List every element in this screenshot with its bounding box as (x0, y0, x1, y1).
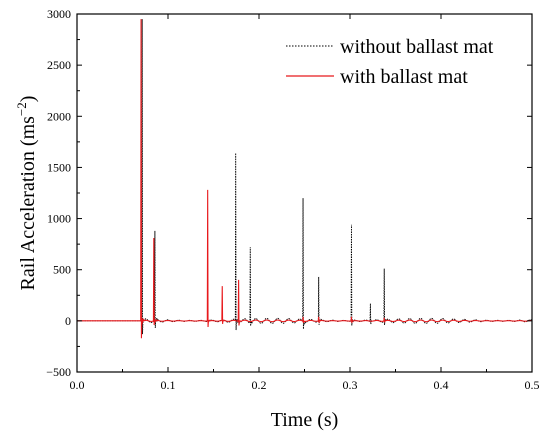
x-tick-label: 0.0 (70, 378, 85, 392)
x-tick-label: 0.1 (161, 378, 176, 392)
legend: without ballast mat with ballast mat (286, 36, 494, 88)
y-tick-label: 500 (53, 263, 71, 277)
y-tick-label: 1000 (47, 212, 71, 226)
series-line-without-ballast-mat (77, 19, 532, 335)
y-tick-label: 3000 (47, 7, 71, 21)
y-axis-title-close: ) (17, 96, 39, 103)
series-line-with-ballast-mat (77, 19, 532, 339)
legend-label-without-ballast-mat: without ballast mat (340, 36, 494, 58)
legend-label-with-ballast-mat: with ballast mat (340, 66, 468, 88)
y-tick-label: 2500 (47, 58, 71, 72)
y-axis-title-main: Rail Acceleration (ms (17, 116, 39, 291)
y-axis-title-superscript: −2 (14, 102, 29, 116)
y-axis-title: Rail Acceleration (ms−2) (14, 96, 39, 291)
y-tick-label: −500 (46, 365, 71, 379)
y-tick-label: 1500 (47, 160, 71, 174)
plot-lines (77, 19, 532, 339)
y-tick-label: 2000 (47, 109, 71, 123)
x-tick-label: 0.3 (343, 378, 358, 392)
x-axis-title: Time (s) (271, 409, 339, 431)
axis-ticks (76, 13, 533, 373)
x-tick-label: 0.4 (434, 378, 449, 392)
x-tick-label: 0.2 (252, 378, 267, 392)
axis-tick-labels: 0.0 0.1 0.2 0.3 0.4 0.5 −500 0 500 1000 1500 2000 25… (46, 7, 539, 392)
x-tick-label: 0.5 (525, 378, 540, 392)
y-tick-label: 0 (65, 314, 71, 328)
